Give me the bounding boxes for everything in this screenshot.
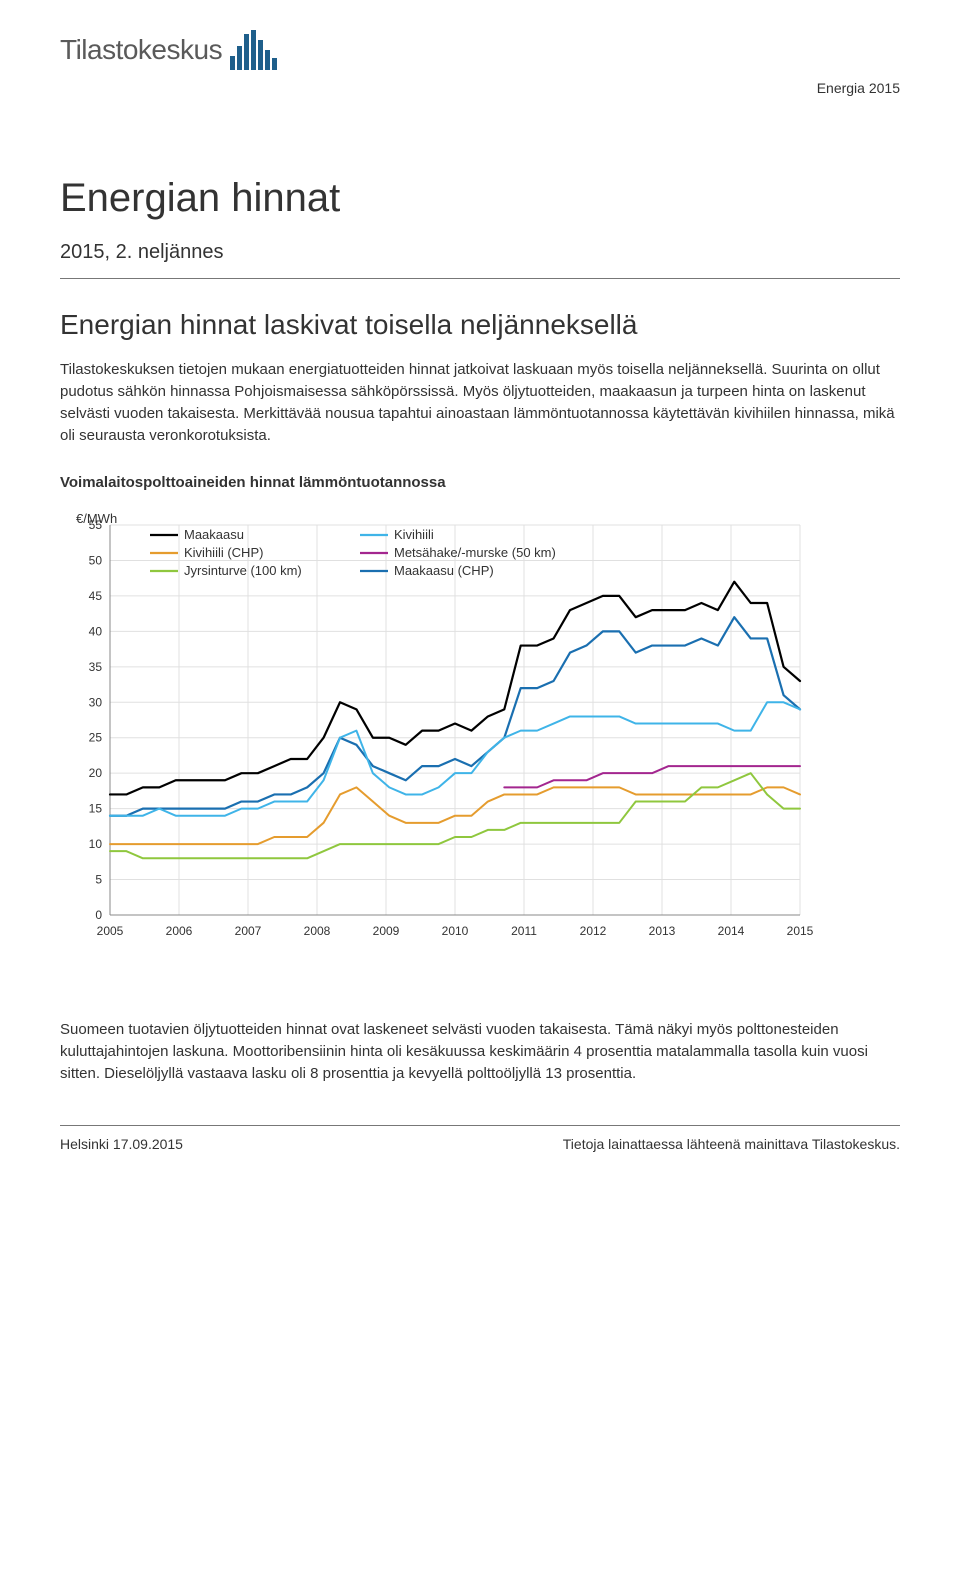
svg-text:2005: 2005 — [97, 924, 124, 938]
svg-text:40: 40 — [89, 625, 103, 639]
svg-text:Metsähake/-murske (50 km): Metsähake/-murske (50 km) — [394, 545, 556, 560]
closing-paragraph: Suomeen tuotavien öljytuotteiden hinnat … — [60, 1019, 900, 1084]
svg-text:35: 35 — [89, 660, 103, 674]
logo-bars-icon — [230, 30, 277, 70]
svg-text:Kivihiili: Kivihiili — [394, 527, 434, 542]
page-title: Energian hinnat — [60, 176, 900, 221]
svg-text:2006: 2006 — [166, 924, 193, 938]
logo: Tilastokeskus — [60, 30, 277, 70]
intro-paragraph: Tilastokeskuksen tietojen mukaan energia… — [60, 359, 900, 446]
logo-text: Tilastokeskus — [60, 34, 222, 66]
svg-text:5: 5 — [95, 873, 102, 887]
svg-text:2011: 2011 — [511, 924, 537, 938]
svg-text:2007: 2007 — [235, 924, 262, 938]
page-header: Tilastokeskus Energia 2015 — [60, 30, 900, 96]
svg-text:Maakaasu: Maakaasu — [184, 527, 244, 542]
svg-text:2012: 2012 — [580, 924, 607, 938]
svg-text:Kivihiili (CHP): Kivihiili (CHP) — [184, 545, 263, 560]
svg-text:20: 20 — [89, 767, 103, 781]
line-chart: €/MWh05101520253035404550552005200620072… — [60, 509, 820, 949]
svg-text:2013: 2013 — [649, 924, 676, 938]
svg-text:25: 25 — [89, 731, 103, 745]
footer-left: Helsinki 17.09.2015 — [60, 1136, 183, 1152]
svg-text:15: 15 — [89, 802, 103, 816]
svg-text:Jyrsinturve (100 km): Jyrsinturve (100 km) — [184, 563, 302, 578]
footer-right: Tietoja lainattaessa lähteenä mainittava… — [563, 1136, 900, 1152]
svg-text:2010: 2010 — [442, 924, 469, 938]
svg-text:55: 55 — [89, 518, 103, 532]
svg-text:Maakaasu (CHP): Maakaasu (CHP) — [394, 563, 494, 578]
page-subtitle: 2015, 2. neljännes — [60, 241, 900, 264]
svg-text:0: 0 — [95, 908, 102, 922]
divider — [60, 278, 900, 279]
svg-text:2015: 2015 — [787, 924, 814, 938]
svg-text:2008: 2008 — [304, 924, 331, 938]
chart-container: €/MWh05101520253035404550552005200620072… — [60, 509, 900, 949]
svg-text:2009: 2009 — [373, 924, 400, 938]
chart-title: Voimalaitospolttoaineiden hinnat lämmönt… — [60, 474, 900, 491]
svg-text:10: 10 — [89, 837, 103, 851]
section-heading: Energian hinnat laskivat toisella neljän… — [60, 307, 900, 343]
svg-text:2014: 2014 — [718, 924, 745, 938]
page-footer: Helsinki 17.09.2015 Tietoja lainattaessa… — [60, 1125, 900, 1152]
svg-text:30: 30 — [89, 696, 103, 710]
svg-text:50: 50 — [89, 554, 103, 568]
header-category: Energia 2015 — [817, 30, 900, 96]
svg-text:45: 45 — [89, 589, 103, 603]
